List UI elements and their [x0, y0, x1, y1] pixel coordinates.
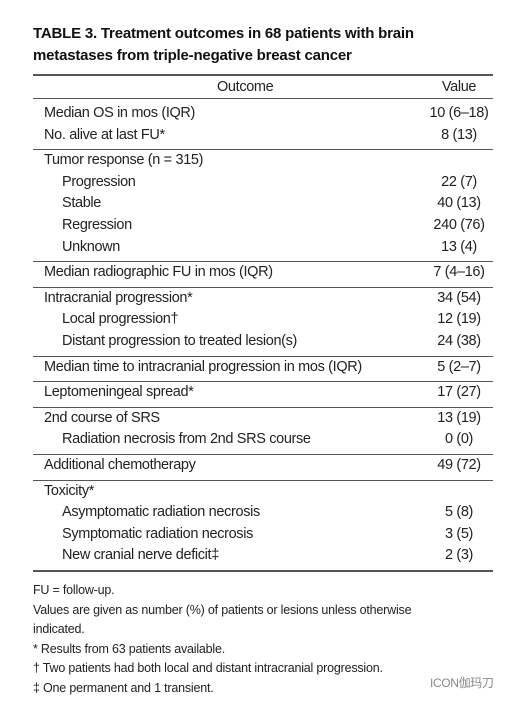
footnote: * Results from 63 patients available. [33, 641, 226, 656]
row-label: Additional chemotherapy [44, 457, 196, 473]
group-rule [33, 381, 493, 383]
group-rule [33, 355, 493, 357]
group-rule [33, 286, 493, 288]
table-bottom-rule [33, 570, 493, 572]
watermark: ICON伽玛刀 [430, 676, 494, 690]
header-rule [33, 98, 493, 99]
row-value: 10 (6–18) [429, 105, 489, 121]
row-value: 49 (72) [437, 457, 481, 473]
group-rule [33, 261, 493, 263]
header-value: Value [441, 79, 477, 95]
subrow-value: 0 (0) [444, 431, 474, 448]
footnote: † Two patients had both local and distan… [33, 661, 383, 675]
row-label: No. alive at last FU* [44, 126, 165, 143]
row-label: Toxicity* [44, 482, 95, 499]
row-label: Median OS in mos (IQR) [44, 105, 196, 121]
table-top-rule [33, 74, 493, 76]
title-line: TABLE 3. Treatment outcomes in 68 patien… [33, 25, 414, 42]
row-value: 5 (2–7) [437, 358, 481, 375]
row-value: 34 (54) [437, 289, 481, 306]
subrow-label: Symptomatic radiation necrosis [62, 525, 253, 542]
subrow-label: Unknown [62, 238, 120, 255]
group-rule [33, 454, 493, 455]
row-label: Leptomeningeal spread* [44, 384, 194, 401]
subrow-value: 3 (5) [444, 525, 474, 542]
group-rule [33, 149, 493, 151]
subrow-label: Progression [62, 173, 136, 190]
title-line: metastases from triple-negative breast c… [33, 47, 352, 64]
row-label: Tumor response (n = 315) [44, 152, 204, 169]
subrow-value: 12 (19) [437, 311, 481, 328]
footnote: FU = follow-up. [33, 583, 115, 597]
row-value: 8 (13) [441, 126, 477, 143]
row-value: 17 (27) [437, 384, 481, 401]
group-rule [33, 406, 493, 408]
subrow-label: New cranial nerve deficit‡ [62, 547, 219, 564]
row-label: Median radiographic FU in mos (IQR) [44, 264, 273, 281]
row-label: 2nd course of SRS [44, 409, 160, 426]
subrow-value: 2 (3) [444, 547, 474, 564]
subrow-value: 13 (4) [441, 238, 477, 255]
header-outcome: Outcome [217, 79, 274, 95]
subrow-value: 5 (8) [444, 504, 474, 521]
subrow-label: Stable [62, 195, 102, 212]
subrow-label: Radiation necrosis from 2nd SRS course [62, 431, 311, 448]
subrow-label: Asymptomatic radiation necrosis [62, 504, 260, 521]
row-label: Intracranial progression* [44, 289, 193, 306]
row-value: 7 (4–16) [433, 264, 485, 281]
subrow-label: Local progression† [62, 311, 179, 328]
footnote: ‡ One permanent and 1 transient. [33, 680, 214, 695]
subrow-label: Distant progression to treated lesion(s) [62, 333, 298, 349]
row-label: Median time to intracranial progression … [44, 358, 362, 375]
row-value: 13 (19) [437, 409, 481, 426]
subrow-value: 24 (38) [437, 333, 481, 349]
footnote: indicated. [33, 622, 85, 636]
group-rule [33, 479, 493, 481]
subrow-value: 40 (13) [437, 195, 481, 212]
footnote: Values are given as number (%) of patien… [33, 602, 412, 617]
subrow-value: 22 (7) [441, 173, 477, 190]
subrow-label: Regression [62, 217, 132, 233]
subrow-value: 240 (76) [433, 217, 485, 233]
